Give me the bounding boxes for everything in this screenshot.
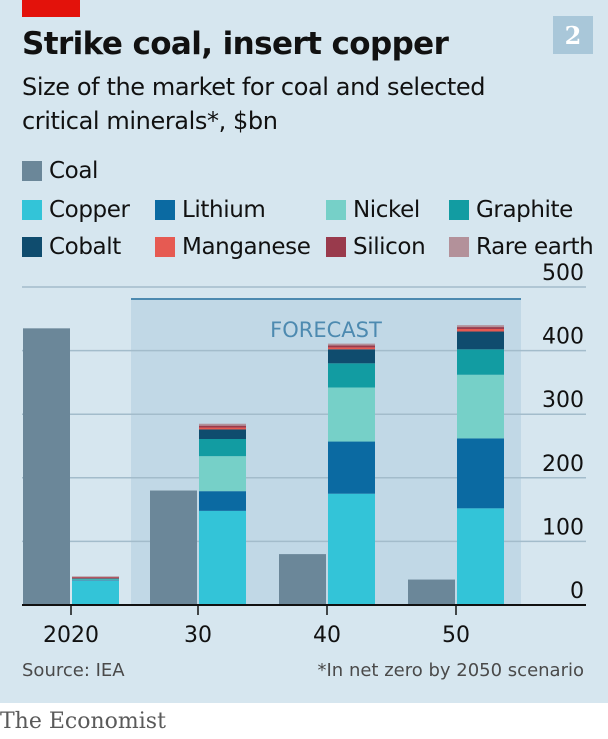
legend-swatch-lithium: [155, 200, 175, 220]
bar-coal-30: [150, 490, 197, 605]
y-tick-label-0: 0: [570, 579, 584, 604]
legend-item-cobalt: Cobalt: [22, 234, 121, 260]
bar-lithium-40: [328, 441, 375, 494]
x-tick-label-40: 40: [313, 623, 341, 648]
legend-swatch-rare-earth: [449, 237, 469, 257]
legend-label-manganese: Manganese: [182, 234, 311, 260]
bar-copper-50: [457, 508, 504, 605]
bar-copper-30: [199, 510, 246, 605]
legend-swatch-nickel: [326, 200, 346, 220]
bar-graphite-40: [328, 363, 375, 388]
bar-lithium-50: [457, 438, 504, 509]
legend-label-cobalt: Cobalt: [49, 234, 121, 260]
legend-label-rare-earth: Rare earth: [476, 234, 594, 260]
legend-label-nickel: Nickel: [353, 197, 420, 223]
legend-swatch-silicon: [326, 237, 346, 257]
bar-rare-earth-50: [457, 325, 504, 328]
bar-silicon-50: [457, 327, 504, 329]
x-tick-label-30: 30: [184, 623, 212, 648]
bar-lithium-2020: [72, 580, 119, 581]
y-tick-label-500: 500: [542, 261, 584, 286]
legend-item-manganese: Manganese: [155, 234, 311, 260]
bar-silicon-2020: [72, 577, 119, 578]
legend-label-copper: Copper: [49, 197, 130, 223]
legend-swatch-manganese: [155, 237, 175, 257]
legend-item-graphite: Graphite: [449, 197, 573, 223]
legend-item-copper: Copper: [22, 197, 130, 223]
bar-rare-earth-2020: [72, 576, 119, 578]
brand-red-tag: [22, 0, 80, 17]
legend-label-silicon: Silicon: [353, 234, 426, 260]
bar-silicon-40: [328, 345, 375, 348]
legend-item-nickel: Nickel: [326, 197, 420, 223]
bar-copper-2020: [72, 580, 119, 605]
bar-nickel-2020: [72, 579, 119, 581]
legend-label-coal: Coal: [49, 158, 99, 184]
legend-label-lithium: Lithium: [182, 197, 266, 223]
y-tick-label-100: 100: [542, 515, 584, 540]
bar-manganese-50: [457, 328, 504, 332]
legend-item-rare-earth: Rare earth: [449, 234, 594, 260]
bar-cobalt-40: [328, 349, 375, 364]
bar-lithium-30: [199, 491, 246, 511]
source-note: Source: IEA: [22, 660, 125, 681]
y-tick-label-300: 300: [542, 388, 584, 413]
bar-coal-40: [279, 554, 326, 605]
bar-nickel-40: [328, 387, 375, 442]
bar-cobalt-30: [199, 429, 246, 440]
chart-number-badge: 2: [553, 16, 593, 54]
bar-cobalt-2020: [72, 578, 119, 579]
economist-logo: The Economist: [0, 709, 166, 734]
legend-swatch-cobalt: [22, 237, 42, 257]
bar-graphite-30: [199, 439, 246, 457]
legend-item-silicon: Silicon: [326, 234, 426, 260]
bar-chart: FORECAST 0 100 200 300 400 500 2020 30 40 50: [22, 261, 586, 648]
bar-graphite-2020: [72, 578, 119, 580]
legend-swatch-copper: [22, 200, 42, 220]
x-tick-label-2020: 2020: [43, 623, 99, 648]
legend-swatch-graphite: [449, 200, 469, 220]
chart-title: Strike coal, insert copper: [22, 26, 449, 62]
bar-manganese-40: [328, 347, 375, 350]
bar-graphite-50: [457, 349, 504, 375]
footnote: *In net zero by 2050 scenario: [317, 660, 585, 681]
y-tick-label-200: 200: [542, 452, 584, 477]
bar-rare-earth-40: [328, 343, 375, 346]
bar-rare-earth-30: [199, 423, 246, 426]
bar-nickel-50: [457, 374, 504, 439]
legend-item-coal: Coal: [22, 158, 98, 184]
chart-subtitle: Size of the market for coal and selected…: [22, 73, 486, 135]
x-tick-label-50: 50: [442, 623, 470, 648]
bar-coal-2020: [23, 328, 70, 605]
bar-manganese-2020: [72, 577, 119, 579]
legend-label-graphite: Graphite: [476, 197, 573, 223]
y-tick-label-400: 400: [542, 325, 584, 350]
bar-cobalt-50: [457, 331, 504, 350]
bar-coal-50: [408, 579, 455, 605]
forecast-label: FORECAST: [270, 318, 382, 342]
bar-nickel-30: [199, 456, 246, 492]
bar-copper-40: [328, 493, 375, 605]
bar-silicon-30: [199, 425, 246, 428]
legend-swatch-coal: [22, 161, 42, 181]
bar-manganese-30: [199, 427, 246, 430]
legend-item-lithium: Lithium: [155, 197, 266, 223]
